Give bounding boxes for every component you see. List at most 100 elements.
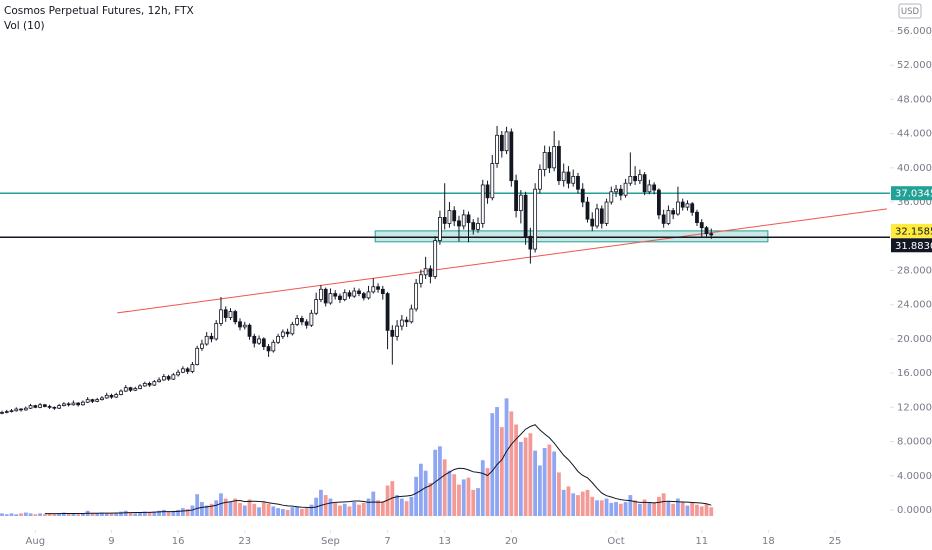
candle-body <box>585 201 590 220</box>
candle-body <box>352 290 357 297</box>
volume-bar <box>537 465 542 516</box>
volume-bar <box>518 441 523 516</box>
volume-bar <box>338 505 342 516</box>
candle-body <box>238 321 242 328</box>
y-tick-label: 52.0000 <box>897 60 932 71</box>
candle-body <box>580 188 585 203</box>
x-tick-label: Oct <box>607 536 624 547</box>
candle-body <box>361 293 366 299</box>
volume-bar <box>271 506 276 516</box>
candle-body <box>61 403 66 407</box>
candle-body <box>656 189 661 216</box>
candle-body <box>566 171 571 184</box>
candle-body <box>223 309 228 318</box>
volume-bar <box>599 500 604 516</box>
volume-bar <box>704 503 709 516</box>
volume-bar <box>138 512 142 516</box>
volume-bar <box>119 511 123 516</box>
y-tick-label: 20.0000 <box>897 334 932 345</box>
volume-bar <box>57 513 62 516</box>
candle-body <box>557 146 561 182</box>
volume-bar <box>161 509 166 516</box>
volume-bar <box>680 502 685 516</box>
x-tick-label: 9 <box>108 536 114 547</box>
volume-bar <box>418 463 423 516</box>
volume-bar <box>576 495 580 516</box>
candle-body <box>128 387 133 391</box>
volume-bar <box>652 502 657 516</box>
volume-bar <box>471 489 476 516</box>
volume-bar <box>647 502 652 516</box>
candle-body <box>142 382 147 387</box>
y-tick-label: 48.0000 <box>897 94 932 105</box>
x-tick-label: 13 <box>438 536 451 547</box>
candle-body <box>190 364 195 372</box>
candle-body <box>309 312 314 326</box>
volume-bar <box>28 513 33 516</box>
volume-bar <box>604 498 609 516</box>
x-tick-label: 25 <box>829 536 842 547</box>
volume-bar <box>352 502 357 516</box>
candle-body <box>242 324 247 328</box>
y-tick-label: 36.0000 <box>897 197 932 208</box>
volume-bar <box>695 504 699 516</box>
volume-bar <box>709 507 714 516</box>
candle-body <box>304 321 309 326</box>
volume-bar <box>447 470 452 516</box>
volume-bar <box>123 510 128 516</box>
volume-bar <box>238 502 242 516</box>
price-label: 37.0345 <box>895 189 932 200</box>
candle-body <box>480 184 485 224</box>
volume-bar <box>423 470 428 516</box>
candle-body <box>147 382 152 386</box>
candle-body <box>23 407 28 411</box>
candle-body <box>314 299 319 314</box>
volume-bar <box>495 407 499 516</box>
candle-body <box>228 311 233 318</box>
candle-body <box>428 268 433 277</box>
volume-bar <box>304 508 309 516</box>
candle-body <box>209 335 214 340</box>
currency-button[interactable] <box>898 3 922 19</box>
volume-bar <box>166 511 171 516</box>
volume-bar <box>185 509 190 516</box>
volume-bar <box>190 505 195 516</box>
currency-label[interactable]: USD <box>901 7 920 17</box>
candle-body <box>95 399 100 402</box>
volume-bar <box>676 498 680 516</box>
candle-body <box>4 411 9 413</box>
candle-body <box>357 290 361 294</box>
candle-body <box>614 188 618 193</box>
candle-body <box>42 404 47 407</box>
volume-bar <box>233 498 238 516</box>
x-tick-label: 20 <box>505 536 518 547</box>
candle-body <box>637 174 642 182</box>
candle-body <box>547 152 552 169</box>
candle-body <box>661 214 666 224</box>
candle-body <box>285 331 290 335</box>
candle-body <box>276 335 280 343</box>
candle-body <box>233 311 238 323</box>
candle-body <box>133 388 138 391</box>
candle-body <box>90 399 95 402</box>
candle-body <box>499 134 504 152</box>
candle-body <box>338 295 342 300</box>
volume-bar <box>266 503 271 516</box>
candle-body <box>633 175 637 182</box>
y-tick-label: 16.0000 <box>897 368 932 379</box>
volume-bar <box>81 513 85 516</box>
candle-body <box>66 403 71 406</box>
candle-body <box>166 376 171 380</box>
volume-bar <box>404 501 409 516</box>
volume-bar <box>376 500 380 516</box>
volume-bar <box>247 499 252 516</box>
volume-bar <box>385 485 390 516</box>
candle-body <box>423 268 428 276</box>
volume-bar <box>623 502 628 516</box>
candle-body <box>280 331 285 337</box>
volume-bar <box>547 444 552 516</box>
volume-bar <box>295 506 300 516</box>
volume-bar <box>580 491 585 516</box>
candle-body <box>261 338 266 348</box>
volume-bar <box>561 489 566 516</box>
